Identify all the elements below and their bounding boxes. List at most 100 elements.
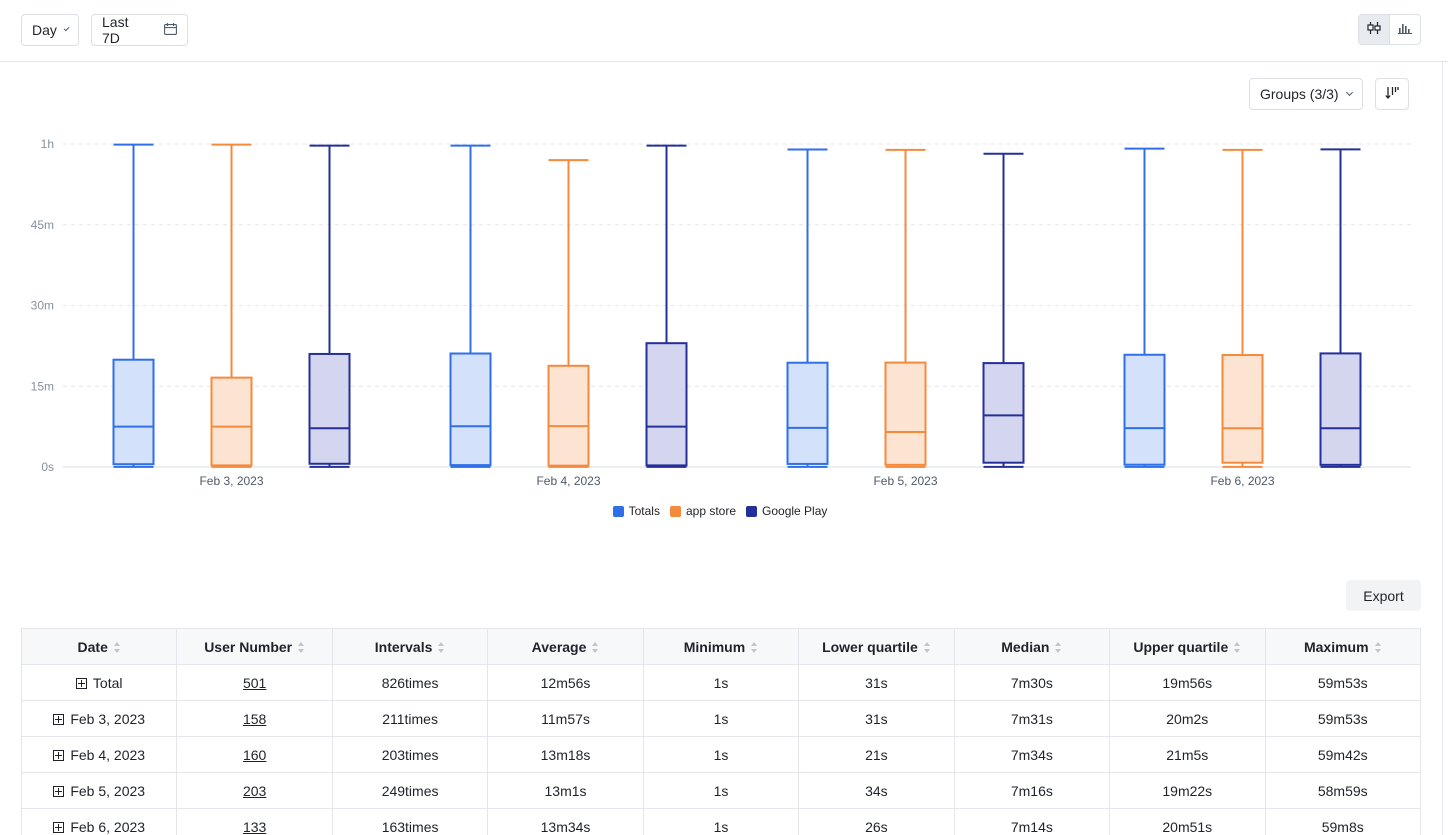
cell-intervals: 211times (331, 700, 489, 737)
cell-intervals: 163times (331, 808, 489, 835)
cell-maximum: 59m53s (1264, 664, 1421, 701)
cell-minimum: 1s (642, 736, 800, 773)
cell-minimum: 1s (642, 808, 800, 835)
row-date: Feb 6, 2023 (70, 818, 146, 835)
cell-date: Feb 3, 2023 (20, 700, 178, 737)
cell-users: 160 (176, 736, 333, 773)
box (547, 364, 590, 467)
row-date: Feb 3, 2023 (70, 710, 146, 727)
row-date: Feb 4, 2023 (70, 746, 146, 763)
legend-item-google-play[interactable]: Google Play (746, 504, 827, 518)
sort-button[interactable] (1375, 78, 1409, 110)
cell-users: 158 (176, 700, 333, 737)
box (982, 362, 1025, 464)
cell-upper-quartile: 19m56s (1109, 664, 1266, 701)
cell-average: 12m56s (487, 664, 644, 701)
cell-date: Feb 5, 2023 (20, 772, 178, 809)
boxplot-icon (1367, 21, 1381, 39)
user-number-link[interactable]: 501 (242, 674, 267, 691)
column-header-date[interactable]: Date (20, 628, 178, 665)
cell-maximum: 59m42s (1264, 736, 1421, 773)
legend-label-app-store: app store (685, 504, 737, 518)
legend-swatch-totals (612, 505, 624, 517)
user-number-link[interactable]: 158 (242, 710, 267, 727)
y-tick-label: 45m (31, 218, 54, 232)
date-range-picker[interactable]: Last 7D (91, 14, 188, 46)
column-header-median[interactable]: Median (953, 628, 1111, 665)
granularity-select[interactable]: Day (21, 14, 79, 46)
expand-icon[interactable] (53, 713, 65, 725)
cell-upper-quartile: 21m5s (1109, 736, 1266, 773)
legend-swatch-app-store (669, 505, 681, 517)
user-number-link[interactable]: 160 (242, 746, 267, 763)
boxplot-chart: 0s 15m 30m 45m 1h Feb 3, 2023 Feb 4, 2023 Feb 5… (0, 120, 1440, 540)
cell-minimum: 1s (642, 772, 800, 809)
column-header-user-number[interactable]: User Number (176, 628, 333, 665)
column-header-lower-quartile[interactable]: Lower quartile (798, 628, 955, 665)
expand-icon[interactable] (53, 785, 65, 797)
vertical-scrollbar[interactable] (1442, 62, 1448, 835)
cell-lower-quartile: 31s (798, 664, 955, 701)
cell-lower-quartile: 31s (798, 700, 955, 737)
groups-label: Groups (3/3) (1260, 86, 1339, 102)
legend-item-totals[interactable]: Totals (612, 504, 660, 518)
expand-icon[interactable] (53, 821, 65, 833)
groups-select[interactable]: Groups (3/3) (1249, 78, 1363, 110)
granularity-value: Day (32, 22, 57, 38)
box (449, 352, 492, 467)
expand-icon[interactable] (53, 749, 65, 761)
sort-icon (438, 642, 445, 654)
cell-users: 501 (176, 664, 333, 701)
column-label: Median (1001, 638, 1050, 655)
cell-minimum: 1s (642, 700, 800, 737)
row-date: Feb 5, 2023 (70, 782, 146, 799)
cell-average: 11m57s (487, 700, 644, 737)
legend-item-app-store[interactable]: app store (669, 504, 737, 518)
table-row: Total 501 826times 12m56s 1s 31s 7m30s 1… (20, 664, 1421, 701)
cell-date: Total (20, 664, 178, 701)
column-header-upper-quartile[interactable]: Upper quartile (1109, 628, 1266, 665)
cell-median: 7m16s (953, 772, 1111, 809)
box (884, 361, 927, 466)
export-button[interactable]: Export (1346, 580, 1421, 611)
sort-icon (1385, 86, 1399, 102)
cell-average: 13m1s (487, 772, 644, 809)
calendar-icon (164, 22, 177, 38)
chevron-down-icon (1345, 88, 1353, 97)
sort-icon (592, 642, 599, 654)
column-header-average[interactable]: Average (487, 628, 644, 665)
chevron-down-icon (63, 25, 70, 32)
column-label: Upper quartile (1133, 638, 1229, 655)
column-label: Minimum (683, 638, 746, 655)
bar-view-button[interactable] (1389, 15, 1420, 44)
sort-icon (298, 642, 305, 654)
cell-maximum: 58m59s (1264, 772, 1421, 809)
column-label: Date (77, 638, 108, 655)
column-label: Average (531, 638, 587, 655)
table-row: Feb 5, 2023 203 249times 13m1s 1s 34s 7m… (20, 772, 1421, 809)
user-number-link[interactable]: 203 (242, 782, 267, 799)
user-number-link[interactable]: 133 (242, 818, 267, 835)
cell-date: Feb 4, 2023 (20, 736, 178, 773)
cell-lower-quartile: 34s (798, 772, 955, 809)
box (308, 352, 351, 465)
column-header-intervals[interactable]: Intervals (331, 628, 489, 665)
boxplot-view-button[interactable] (1359, 15, 1389, 44)
column-header-maximum[interactable]: Maximum (1264, 628, 1421, 665)
cell-users: 133 (176, 808, 333, 835)
cell-median: 7m31s (953, 700, 1111, 737)
date-range-value: Last 7D (102, 14, 129, 46)
box (786, 361, 829, 465)
cell-upper-quartile: 19m22s (1109, 772, 1266, 809)
cell-minimum: 1s (642, 664, 800, 701)
chart-type-toggle (1358, 14, 1421, 45)
expand-icon[interactable] (75, 677, 87, 689)
cell-maximum: 59m53s (1264, 700, 1421, 737)
chart-legend: Totals app store Google Play (0, 504, 1440, 518)
cell-lower-quartile: 21s (798, 736, 955, 773)
cell-maximum: 59m8s (1264, 808, 1421, 835)
cell-date: Feb 6, 2023 (20, 808, 178, 835)
table-header-row: Date User Number Intervals Average Minim… (20, 628, 1421, 665)
column-header-minimum[interactable]: Minimum (642, 628, 800, 665)
legend-swatch-google-play (746, 505, 758, 517)
